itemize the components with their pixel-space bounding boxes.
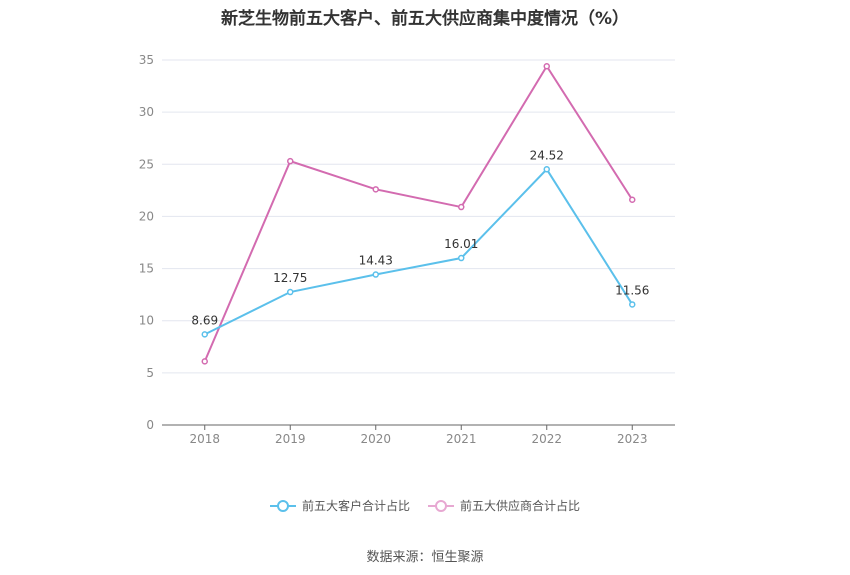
y-tick-label: 30 — [139, 105, 154, 119]
y-tick-label: 35 — [139, 53, 154, 67]
x-tick-label: 2021 — [446, 432, 477, 446]
y-tick-label: 25 — [139, 157, 154, 171]
x-tick-label: 2018 — [189, 432, 220, 446]
data-label: 14.43 — [359, 254, 393, 268]
legend-label-suppliers: 前五大供应商合计占比 — [460, 499, 581, 513]
y-tick-label: 10 — [139, 314, 154, 328]
data-label: 12.75 — [273, 271, 307, 285]
data-point — [458, 203, 465, 211]
data-point — [543, 63, 550, 70]
data-label: 8.69 — [191, 313, 218, 327]
data-label: 16.01 — [444, 237, 478, 251]
x-tick-label: 2020 — [360, 432, 391, 446]
y-tick-label: 15 — [139, 262, 154, 276]
y-tick-label: 5 — [146, 366, 154, 380]
series-line — [203, 64, 634, 362]
data-point — [629, 196, 636, 203]
legend-marker-suppliers-icon — [428, 499, 454, 513]
chart-legend: 前五大客户合计占比 前五大供应商合计占比 — [0, 497, 850, 514]
data-point — [372, 271, 379, 278]
data-point — [201, 331, 208, 338]
data-source: 数据来源：恒生聚源 — [366, 550, 484, 565]
data-label: 24.52 — [530, 148, 564, 162]
data-point — [201, 358, 208, 365]
y-tick-label: 20 — [139, 209, 154, 223]
data-point — [287, 157, 294, 165]
data-point — [458, 254, 465, 262]
data-label: 11.56 — [615, 283, 649, 297]
data-point — [372, 186, 379, 193]
legend-item-customers[interactable]: 前五大客户合计占比 — [269, 497, 410, 514]
data-point — [543, 166, 550, 173]
data-point — [629, 301, 636, 308]
x-tick-label: 2023 — [617, 432, 648, 446]
series-line — [204, 167, 634, 336]
legend-label-customers: 前五大客户合计占比 — [301, 499, 410, 513]
data-point — [287, 288, 294, 296]
x-tick-label: 2019 — [275, 432, 306, 446]
chart-title: 新芝生物前五大客户、前五大供应商集中度情况（%） — [220, 9, 630, 29]
legend-item-suppliers[interactable]: 前五大供应商合计占比 — [428, 497, 580, 514]
y-tick-label: 0 — [146, 418, 154, 432]
x-tick-label: 2022 — [531, 432, 562, 446]
legend-marker-customers-icon — [269, 499, 296, 513]
